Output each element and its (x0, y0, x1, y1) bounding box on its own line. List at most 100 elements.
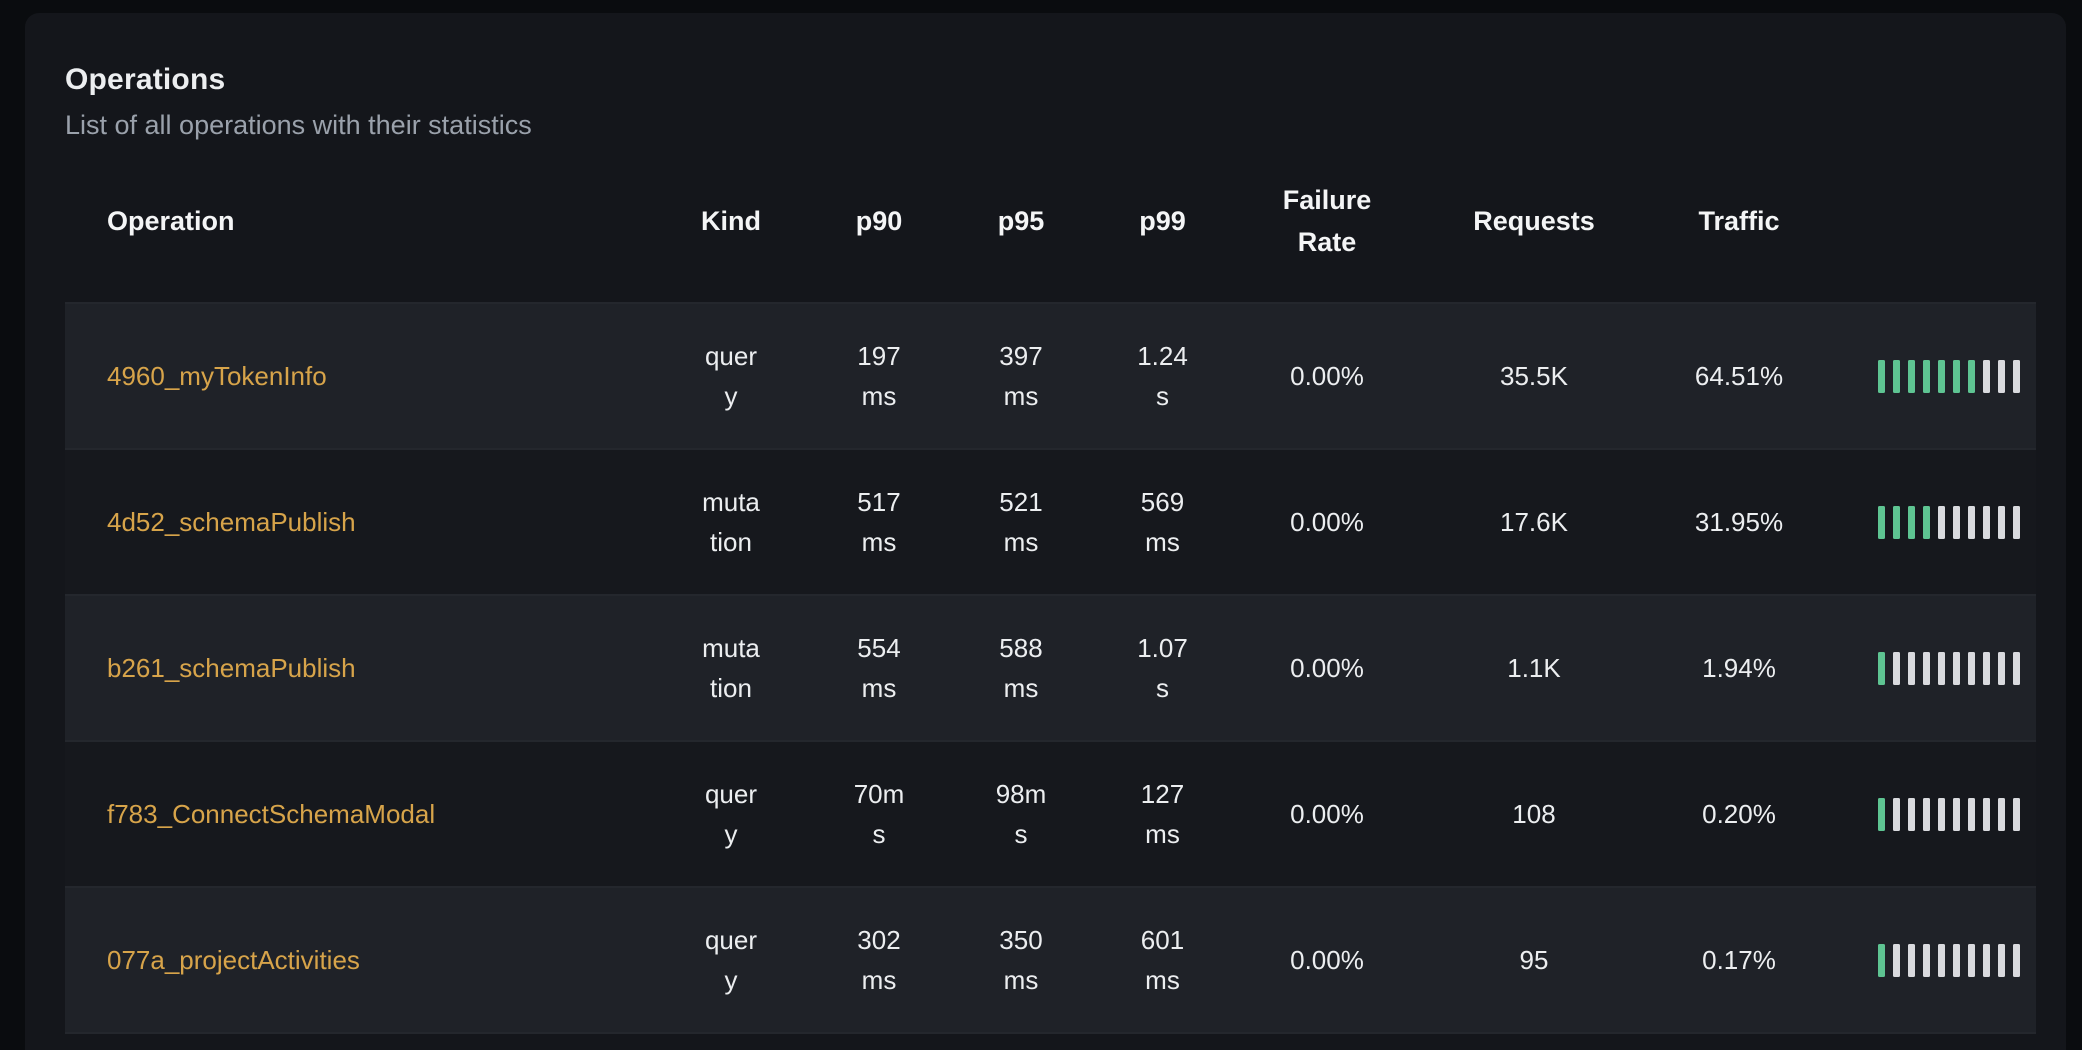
requests-cell: 95 (1519, 945, 1549, 975)
traffic-bar-empty-segment (1938, 797, 1945, 831)
table-row: 4d52_schemaPublish muta tion 517 ms 521 … (65, 450, 2036, 596)
traffic-bar-empty-segment (1923, 797, 1930, 831)
traffic-bar-filled-segment (1938, 359, 1945, 393)
traffic-bar-empty-segment (1968, 651, 1975, 685)
traffic-bar-empty-segment (1968, 943, 1975, 977)
traffic-bar (1831, 359, 2036, 393)
traffic-bar-empty-segment (1938, 505, 1945, 539)
traffic-bar-filled-segment (1968, 359, 1975, 393)
p95-cell: 397 ms (999, 341, 1043, 411)
table-row: b261_schemaPublish muta tion 554 ms 588 … (65, 596, 2036, 742)
kind-cell: muta tion (702, 633, 760, 703)
traffic-bar-filled-segment (1908, 505, 1915, 539)
traffic-bar-filled-segment (1893, 505, 1900, 539)
column-header-kind: Kind (701, 206, 761, 236)
failure-rate-cell: 0.00% (1290, 799, 1364, 829)
traffic-bar-empty-segment (2013, 359, 2020, 393)
traffic-bar (1831, 505, 2036, 539)
p90-cell: 70m s (853, 779, 905, 849)
table-row: 4960_myTokenInfo quer y 197 ms 397 ms 1.… (65, 304, 2036, 450)
traffic-bar-empty-segment (1893, 943, 1900, 977)
traffic-bar-empty-segment (1983, 943, 1990, 977)
failure-rate-cell: 0.00% (1290, 653, 1364, 683)
p99-cell: 1.07 s (1137, 633, 1188, 703)
p95-cell: 521 ms (999, 487, 1043, 557)
p90-cell: 302 ms (857, 925, 901, 995)
panel-subtitle: List of all operations with their statis… (65, 110, 532, 140)
traffic-cell: 31.95% (1694, 507, 1784, 537)
p90-cell: 197 ms (857, 341, 901, 411)
traffic-bar-empty-segment (1998, 359, 2005, 393)
traffic-bar-empty-segment (2013, 505, 2020, 539)
operation-link[interactable]: 4d52_schemaPublish (107, 507, 356, 537)
traffic-cell: 0.20% (1702, 799, 1776, 829)
table-row: f783_ConnectSchemaModal quer y 70m s 98m… (65, 742, 2036, 888)
column-header-operation: Operation (107, 206, 235, 236)
traffic-cell: 1.94% (1702, 653, 1776, 683)
column-header-p99: p99 (1139, 206, 1186, 236)
traffic-bar-empty-segment (1923, 651, 1930, 685)
traffic-bar-empty-segment (1938, 651, 1945, 685)
column-header-requests: Requests (1473, 206, 1595, 236)
traffic-bar-empty-segment (1983, 797, 1990, 831)
p99-cell: 127 ms (1140, 779, 1185, 849)
operations-table: Operation Kind p90 p95 p99 Failure Rate … (65, 140, 2036, 1034)
traffic-bar-filled-segment (1953, 359, 1960, 393)
panel-title: Operations (65, 63, 226, 96)
operation-cell: 4d52_schemaPublish (65, 502, 654, 542)
traffic-bar-filled-segment (1878, 651, 1885, 685)
traffic-bar-empty-segment (1908, 943, 1915, 977)
kind-cell: quer y (704, 925, 758, 995)
operation-cell: 4960_myTokenInfo (65, 356, 654, 396)
traffic-bar-empty-segment (1953, 797, 1960, 831)
traffic-bar-empty-segment (1983, 651, 1990, 685)
operation-cell: f783_ConnectSchemaModal (65, 794, 654, 834)
kind-cell: quer y (704, 341, 758, 411)
traffic-bar-empty-segment (1998, 943, 2005, 977)
traffic-bar-empty-segment (1998, 797, 2005, 831)
p95-cell: 588 ms (999, 633, 1043, 703)
operation-link[interactable]: f783_ConnectSchemaModal (107, 799, 436, 829)
operation-cell: b261_schemaPublish (65, 648, 654, 688)
traffic-bar-empty-segment (2013, 651, 2020, 685)
table-header-row: Operation Kind p90 p95 p99 Failure Rate … (65, 140, 2036, 304)
traffic-bar-empty-segment (1998, 505, 2005, 539)
column-header-traffic: Traffic (1698, 206, 1780, 236)
requests-cell: 1.1K (1507, 653, 1561, 683)
operation-link[interactable]: 077a_projectActivities (107, 945, 360, 975)
p99-cell: 601 ms (1140, 925, 1185, 995)
traffic-bar-empty-segment (1893, 651, 1900, 685)
traffic-bar-filled-segment (1923, 505, 1930, 539)
traffic-cell: 0.17% (1702, 945, 1776, 975)
traffic-bar (1831, 943, 2036, 977)
traffic-bar-empty-segment (1968, 797, 1975, 831)
column-header-p95: p95 (997, 206, 1045, 236)
p99-cell: 1.24 s (1137, 341, 1188, 411)
traffic-bar (1831, 797, 2036, 831)
operation-link[interactable]: b261_schemaPublish (107, 653, 356, 683)
traffic-bar-empty-segment (2013, 797, 2020, 831)
traffic-cell: 64.51% (1694, 361, 1784, 391)
requests-cell: 108 (1512, 799, 1556, 829)
kind-cell: quer y (704, 779, 758, 849)
p90-cell: 554 ms (857, 633, 901, 703)
kind-cell: muta tion (702, 487, 760, 557)
p90-cell: 517 ms (857, 487, 901, 557)
operation-cell: 077a_projectActivities (65, 940, 654, 980)
operation-link[interactable]: 4960_myTokenInfo (107, 361, 327, 391)
table-row: 077a_projectActivities quer y 302 ms 350… (65, 888, 2036, 1034)
traffic-bar-empty-segment (1968, 505, 1975, 539)
traffic-bar-filled-segment (1923, 359, 1930, 393)
traffic-bar (1831, 651, 2036, 685)
p95-cell: 98m s (995, 779, 1047, 849)
failure-rate-cell: 0.00% (1290, 945, 1364, 975)
traffic-bar-empty-segment (1983, 359, 1990, 393)
traffic-bar-filled-segment (1878, 943, 1885, 977)
p99-cell: 569 ms (1140, 487, 1185, 557)
failure-rate-cell: 0.00% (1290, 361, 1364, 391)
operations-panel: Operations List of all operations with t… (25, 13, 2066, 1050)
traffic-bar-empty-segment (1953, 505, 1960, 539)
traffic-bar-empty-segment (1953, 943, 1960, 977)
traffic-bar-empty-segment (1953, 651, 1960, 685)
